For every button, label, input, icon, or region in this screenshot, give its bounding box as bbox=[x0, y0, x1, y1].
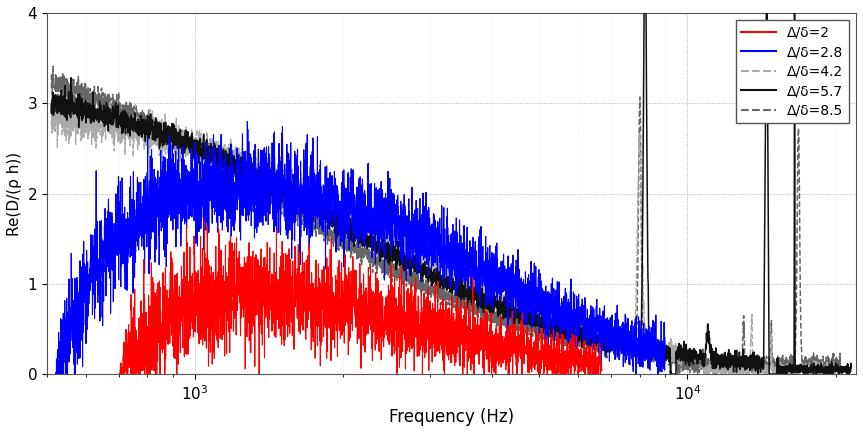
Δ/δ=5.7 bbox=[432, 283, 443, 288]
Δ/δ=4.2 bbox=[173, 141, 183, 146]
Δ/δ=2 bbox=[565, 371, 576, 376]
Δ/δ=8.5 bbox=[614, 342, 625, 347]
Δ/δ=4.2 bbox=[700, 372, 710, 377]
Line: Δ/δ=8.5: Δ/δ=8.5 bbox=[51, 66, 841, 374]
Line: Δ/δ=2.8: Δ/δ=2.8 bbox=[55, 122, 665, 374]
Δ/δ=8.5 bbox=[117, 108, 128, 113]
Δ/δ=2.8 bbox=[243, 119, 253, 124]
Δ/δ=2.8 bbox=[659, 335, 670, 340]
Δ/δ=2.8 bbox=[123, 252, 133, 257]
Line: Δ/δ=2: Δ/δ=2 bbox=[119, 220, 602, 374]
Δ/δ=2.8 bbox=[207, 169, 217, 174]
Δ/δ=4.2 bbox=[46, 122, 56, 127]
Δ/δ=4.2 bbox=[248, 165, 258, 170]
Δ/δ=8.5 bbox=[198, 151, 208, 156]
Δ/δ=8.5 bbox=[652, 354, 662, 359]
Δ/δ=4.2 bbox=[305, 193, 315, 198]
Δ/δ=4.2 bbox=[67, 91, 78, 97]
Δ/δ=2.8 bbox=[570, 345, 580, 350]
Δ/δ=5.7 bbox=[815, 366, 825, 372]
Δ/δ=2 bbox=[185, 333, 195, 338]
Δ/δ=5.7 bbox=[665, 372, 676, 377]
Δ/δ=5.7 bbox=[846, 365, 856, 370]
Line: Δ/δ=5.7: Δ/δ=5.7 bbox=[51, 0, 851, 374]
X-axis label: Frequency (Hz): Frequency (Hz) bbox=[389, 408, 514, 426]
Δ/δ=2.8 bbox=[478, 269, 488, 275]
Δ/δ=4.2 bbox=[830, 365, 841, 371]
Δ/δ=2.8 bbox=[167, 227, 178, 233]
Δ/δ=8.5 bbox=[521, 331, 532, 336]
Δ/δ=2 bbox=[257, 343, 268, 348]
Y-axis label: Re(D/(ρ h)): Re(D/(ρ h)) bbox=[7, 152, 22, 236]
Δ/δ=5.7 bbox=[62, 98, 72, 103]
Δ/δ=8.5 bbox=[809, 365, 819, 370]
Δ/δ=2.8 bbox=[293, 164, 304, 169]
Δ/δ=2 bbox=[596, 367, 607, 372]
Δ/δ=5.7 bbox=[294, 194, 305, 199]
Δ/δ=2 bbox=[114, 372, 124, 377]
Δ/δ=4.2 bbox=[631, 307, 641, 313]
Δ/δ=2 bbox=[344, 314, 355, 319]
Δ/δ=2 bbox=[199, 218, 210, 223]
Δ/δ=8.5 bbox=[46, 72, 56, 77]
Line: Δ/δ=4.2: Δ/δ=4.2 bbox=[51, 94, 835, 374]
Δ/δ=5.7 bbox=[348, 223, 358, 228]
Δ/δ=8.5 bbox=[672, 372, 683, 377]
Δ/δ=5.7 bbox=[46, 110, 56, 115]
Δ/δ=2 bbox=[189, 315, 199, 320]
Δ/δ=8.5 bbox=[835, 362, 846, 367]
Δ/δ=2.8 bbox=[50, 372, 60, 377]
Δ/δ=2 bbox=[463, 344, 473, 349]
Δ/δ=4.2 bbox=[478, 288, 488, 293]
Δ/δ=8.5 bbox=[47, 64, 58, 69]
Δ/δ=4.2 bbox=[128, 155, 138, 160]
Δ/δ=5.7 bbox=[445, 289, 456, 294]
Legend: Δ/δ=2, Δ/δ=2.8, Δ/δ=4.2, Δ/δ=5.7, Δ/δ=8.5: Δ/δ=2, Δ/δ=2.8, Δ/δ=4.2, Δ/δ=5.7, Δ/δ=8.… bbox=[736, 20, 849, 123]
